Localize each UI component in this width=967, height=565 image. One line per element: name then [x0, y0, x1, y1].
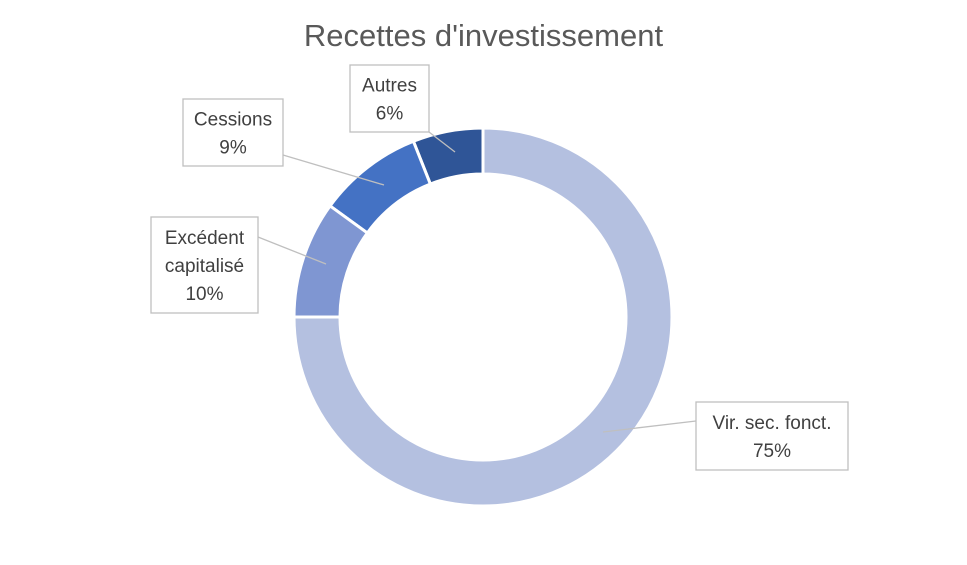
donut-slice-4	[292, 126, 674, 508]
leader-line-4	[602, 420, 697, 433]
data-label-box-1	[349, 64, 430, 133]
chart-title: Recettes d'investissement	[303, 18, 664, 53]
data-label-percent: 6%	[376, 104, 404, 125]
data-label-category: capitalisé	[165, 256, 244, 277]
data-label-category: Cessions	[194, 110, 272, 131]
donut-slices	[292, 126, 674, 508]
data-label-percent: 9%	[219, 138, 247, 159]
leader-line-3	[257, 236, 327, 265]
data-label-category: Autres	[362, 76, 417, 97]
data-label-box-2	[182, 98, 284, 167]
leader-line-2	[282, 154, 385, 186]
data-label-category: Excédent	[165, 228, 245, 249]
data-label-percent: 10%	[185, 284, 223, 305]
data-label-category: Vir. sec. fonct.	[713, 413, 832, 434]
leader-lines	[257, 131, 697, 433]
data-labels: Autres 6% Cessions 9% Excédent capitalisé 10% V…	[150, 64, 849, 471]
data-label-box-3	[150, 216, 259, 314]
data-label-box-4	[695, 401, 849, 471]
data-label-percent: 75%	[753, 441, 791, 462]
leader-line-1	[428, 131, 456, 153]
